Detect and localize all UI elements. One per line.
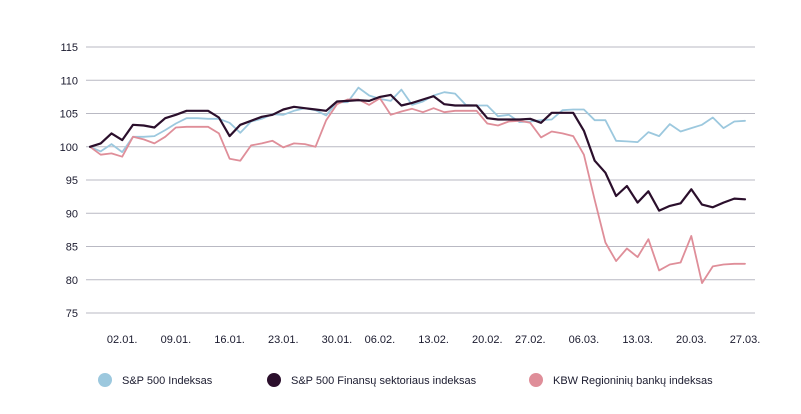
legend-label: KBW Regioninių bankų indeksas (553, 375, 713, 387)
y-tick-label: 105 (60, 109, 78, 121)
x-tick-label: 06.02. (365, 334, 396, 346)
legend-marker (529, 373, 543, 387)
x-tick-label: 09.01. (161, 334, 192, 346)
y-tick-label: 85 (66, 242, 78, 254)
y-tick-label: 100 (60, 142, 78, 154)
x-tick-label: 16.01. (214, 334, 245, 346)
legend-item-3: KBW Regioninių bankų indeksas (529, 373, 713, 387)
legend-marker (98, 373, 112, 387)
x-tick-label: 06.03. (569, 334, 600, 346)
y-axis-ticks: 75 80 85 90 95 100 105 110 115 (60, 42, 78, 320)
x-tick-label: 02.01. (107, 334, 138, 346)
x-tick-label: 20.02. (472, 334, 503, 346)
y-tick-label: 95 (66, 175, 78, 187)
x-tick-label: 27.02. (515, 334, 546, 346)
y-tick-label: 75 (66, 308, 78, 320)
series-line-2 (88, 93, 747, 212)
y-tick-label: 110 (60, 75, 78, 87)
x-axis-ticks: 02.01. 09.01. 16.01. 23.01. 30.01. 06.02. 13.0… (107, 334, 760, 346)
x-tick-label: 27.03. (730, 334, 761, 346)
legend: S&P 500 Indeksas S&P 500 Finansų sektoria… (98, 373, 713, 387)
x-tick-label: 30.01. (322, 334, 353, 346)
x-tick-label: 13.03. (622, 334, 653, 346)
y-tick-label: 80 (66, 275, 78, 287)
legend-marker (267, 373, 281, 387)
series-line-1 (89, 86, 746, 154)
series-line-3 (89, 97, 746, 285)
legend-label: S&P 500 Finansų sektoriaus indeksas (291, 375, 477, 387)
x-tick-label: 13.02. (418, 334, 449, 346)
legend-item-1: S&P 500 Indeksas (98, 373, 213, 387)
y-tick-label: 90 (66, 208, 78, 220)
gridlines (86, 46, 755, 314)
legend-item-2: S&P 500 Finansų sektoriaus indeksas (267, 373, 477, 387)
legend-label: S&P 500 Indeksas (122, 375, 213, 387)
x-tick-label: 23.01. (268, 334, 299, 346)
x-tick-label: 20.03. (676, 334, 707, 346)
y-tick-label: 115 (60, 42, 78, 54)
series-lines (88, 86, 747, 285)
